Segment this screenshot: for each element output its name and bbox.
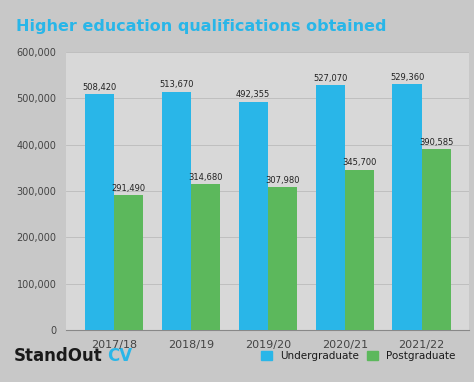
Text: 492,355: 492,355 (236, 90, 270, 99)
Text: StandOut: StandOut (14, 347, 103, 365)
Bar (238, 102, 268, 330)
Text: 508,420: 508,420 (82, 83, 117, 92)
Bar (162, 92, 191, 330)
Text: 390,585: 390,585 (419, 138, 454, 147)
Text: 529,360: 529,360 (390, 73, 424, 82)
Bar (191, 184, 220, 330)
Text: Higher education qualifications obtained: Higher education qualifications obtained (16, 19, 387, 34)
Text: 314,680: 314,680 (188, 173, 223, 182)
Text: CV: CV (107, 347, 132, 365)
Bar (392, 84, 422, 330)
Bar (316, 86, 345, 330)
Text: 513,670: 513,670 (159, 80, 193, 89)
Text: 527,070: 527,070 (313, 74, 347, 83)
Text: 291,490: 291,490 (111, 184, 146, 193)
Legend: Undergraduate, Postgraduate: Undergraduate, Postgraduate (257, 347, 459, 365)
Bar (85, 94, 114, 330)
Text: 307,980: 307,980 (265, 176, 300, 185)
Bar (422, 149, 451, 330)
Text: 345,700: 345,700 (342, 159, 376, 167)
Bar (345, 170, 374, 330)
Bar (114, 195, 143, 330)
Bar (268, 187, 297, 330)
